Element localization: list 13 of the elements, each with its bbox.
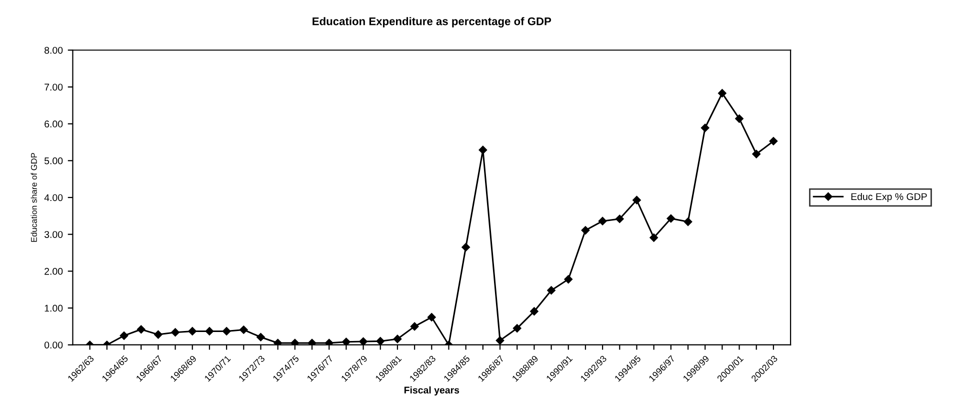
y-axis-title: Education share of GDP xyxy=(30,153,37,242)
y-tick-label: 3.00 xyxy=(44,231,63,238)
y-tick-label: 2.00 xyxy=(44,268,63,275)
legend-label: Educ Exp % GDP xyxy=(851,192,927,202)
y-tick-label: 8.00 xyxy=(44,46,63,54)
chart-title: Education Expenditure as percentage of GDP xyxy=(312,17,552,28)
y-tick-label: 6.00 xyxy=(44,120,63,128)
y-tick-label: 7.00 xyxy=(44,84,63,91)
x-axis-title: Fiscal years xyxy=(404,386,460,396)
y-tick-label: 0.00 xyxy=(44,342,63,348)
y-tick-label: 4.00 xyxy=(44,194,63,202)
y-tick-label: 5.00 xyxy=(44,157,63,164)
y-tick-label: 1.00 xyxy=(44,304,63,312)
